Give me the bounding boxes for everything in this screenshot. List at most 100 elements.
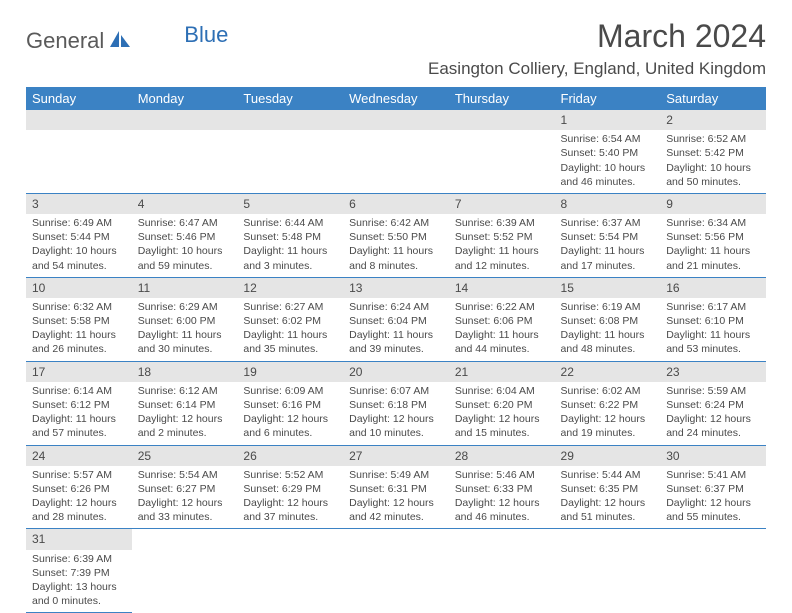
calendar-head: SundayMondayTuesdayWednesdayThursdayFrid… xyxy=(26,87,766,110)
day-number: 10 xyxy=(26,278,132,298)
calendar-cell: 22Sunrise: 6:02 AMSunset: 6:22 PMDayligh… xyxy=(555,361,661,445)
day-number-empty xyxy=(237,110,343,130)
calendar-cell xyxy=(132,529,238,613)
day-header: Monday xyxy=(132,87,238,110)
calendar-body: 1Sunrise: 6:54 AMSunset: 5:40 PMDaylight… xyxy=(26,110,766,613)
day-body: Sunrise: 6:19 AMSunset: 6:08 PMDaylight:… xyxy=(555,298,661,361)
calendar-cell xyxy=(237,529,343,613)
calendar-cell xyxy=(449,529,555,613)
calendar-cell: 3Sunrise: 6:49 AMSunset: 5:44 PMDaylight… xyxy=(26,193,132,277)
day-body: Sunrise: 6:47 AMSunset: 5:46 PMDaylight:… xyxy=(132,214,238,277)
calendar-cell: 30Sunrise: 5:41 AMSunset: 6:37 PMDayligh… xyxy=(660,445,766,529)
day-number: 7 xyxy=(449,194,555,214)
calendar-cell xyxy=(343,110,449,193)
location: Easington Colliery, England, United King… xyxy=(428,59,766,79)
calendar-cell: 24Sunrise: 5:57 AMSunset: 6:26 PMDayligh… xyxy=(26,445,132,529)
day-number: 3 xyxy=(26,194,132,214)
day-body: Sunrise: 6:39 AMSunset: 7:39 PMDaylight:… xyxy=(26,550,132,613)
calendar-cell: 4Sunrise: 6:47 AMSunset: 5:46 PMDaylight… xyxy=(132,193,238,277)
day-header-row: SundayMondayTuesdayWednesdayThursdayFrid… xyxy=(26,87,766,110)
day-number: 17 xyxy=(26,362,132,382)
day-body: Sunrise: 5:57 AMSunset: 6:26 PMDaylight:… xyxy=(26,466,132,529)
calendar-cell: 7Sunrise: 6:39 AMSunset: 5:52 PMDaylight… xyxy=(449,193,555,277)
day-number-empty xyxy=(449,110,555,130)
day-number: 15 xyxy=(555,278,661,298)
calendar-cell: 1Sunrise: 6:54 AMSunset: 5:40 PMDaylight… xyxy=(555,110,661,193)
day-body: Sunrise: 5:41 AMSunset: 6:37 PMDaylight:… xyxy=(660,466,766,529)
day-header: Saturday xyxy=(660,87,766,110)
calendar-cell: 14Sunrise: 6:22 AMSunset: 6:06 PMDayligh… xyxy=(449,277,555,361)
day-header: Tuesday xyxy=(237,87,343,110)
day-number: 19 xyxy=(237,362,343,382)
calendar-cell: 12Sunrise: 6:27 AMSunset: 6:02 PMDayligh… xyxy=(237,277,343,361)
day-number: 1 xyxy=(555,110,661,130)
day-number: 22 xyxy=(555,362,661,382)
calendar-week: 17Sunrise: 6:14 AMSunset: 6:12 PMDayligh… xyxy=(26,361,766,445)
calendar-cell: 2Sunrise: 6:52 AMSunset: 5:42 PMDaylight… xyxy=(660,110,766,193)
day-body: Sunrise: 6:14 AMSunset: 6:12 PMDaylight:… xyxy=(26,382,132,445)
day-number-empty xyxy=(343,110,449,130)
day-number: 14 xyxy=(449,278,555,298)
calendar-cell: 5Sunrise: 6:44 AMSunset: 5:48 PMDaylight… xyxy=(237,193,343,277)
day-body: Sunrise: 6:49 AMSunset: 5:44 PMDaylight:… xyxy=(26,214,132,277)
day-number: 9 xyxy=(660,194,766,214)
day-number: 28 xyxy=(449,446,555,466)
calendar-cell: 23Sunrise: 5:59 AMSunset: 6:24 PMDayligh… xyxy=(660,361,766,445)
header: General Blue March 2024 Easington Collie… xyxy=(26,18,766,79)
day-body: Sunrise: 5:52 AMSunset: 6:29 PMDaylight:… xyxy=(237,466,343,529)
calendar-week: 1Sunrise: 6:54 AMSunset: 5:40 PMDaylight… xyxy=(26,110,766,193)
logo-text-1: General xyxy=(26,28,104,54)
day-number: 20 xyxy=(343,362,449,382)
day-number: 27 xyxy=(343,446,449,466)
day-number: 23 xyxy=(660,362,766,382)
calendar-cell: 28Sunrise: 5:46 AMSunset: 6:33 PMDayligh… xyxy=(449,445,555,529)
calendar-cell xyxy=(660,529,766,613)
day-body: Sunrise: 6:17 AMSunset: 6:10 PMDaylight:… xyxy=(660,298,766,361)
day-number: 6 xyxy=(343,194,449,214)
day-number: 5 xyxy=(237,194,343,214)
calendar-cell: 6Sunrise: 6:42 AMSunset: 5:50 PMDaylight… xyxy=(343,193,449,277)
day-number: 4 xyxy=(132,194,238,214)
calendar-cell: 29Sunrise: 5:44 AMSunset: 6:35 PMDayligh… xyxy=(555,445,661,529)
day-header: Friday xyxy=(555,87,661,110)
day-number: 16 xyxy=(660,278,766,298)
day-number: 8 xyxy=(555,194,661,214)
day-number-empty xyxy=(26,110,132,130)
calendar-cell: 13Sunrise: 6:24 AMSunset: 6:04 PMDayligh… xyxy=(343,277,449,361)
day-body: Sunrise: 6:42 AMSunset: 5:50 PMDaylight:… xyxy=(343,214,449,277)
day-body: Sunrise: 6:44 AMSunset: 5:48 PMDaylight:… xyxy=(237,214,343,277)
calendar-cell xyxy=(449,110,555,193)
day-number: 24 xyxy=(26,446,132,466)
day-number: 26 xyxy=(237,446,343,466)
day-body: Sunrise: 5:54 AMSunset: 6:27 PMDaylight:… xyxy=(132,466,238,529)
month-title: March 2024 xyxy=(428,18,766,55)
calendar-cell: 10Sunrise: 6:32 AMSunset: 5:58 PMDayligh… xyxy=(26,277,132,361)
day-number: 12 xyxy=(237,278,343,298)
day-body: Sunrise: 6:29 AMSunset: 6:00 PMDaylight:… xyxy=(132,298,238,361)
day-header: Thursday xyxy=(449,87,555,110)
day-number: 21 xyxy=(449,362,555,382)
day-number: 2 xyxy=(660,110,766,130)
day-number: 13 xyxy=(343,278,449,298)
day-body: Sunrise: 6:04 AMSunset: 6:20 PMDaylight:… xyxy=(449,382,555,445)
calendar-cell: 20Sunrise: 6:07 AMSunset: 6:18 PMDayligh… xyxy=(343,361,449,445)
calendar-cell xyxy=(343,529,449,613)
calendar-cell xyxy=(26,110,132,193)
day-body: Sunrise: 5:59 AMSunset: 6:24 PMDaylight:… xyxy=(660,382,766,445)
calendar-cell: 15Sunrise: 6:19 AMSunset: 6:08 PMDayligh… xyxy=(555,277,661,361)
day-body: Sunrise: 6:52 AMSunset: 5:42 PMDaylight:… xyxy=(660,130,766,193)
day-body: Sunrise: 6:54 AMSunset: 5:40 PMDaylight:… xyxy=(555,130,661,193)
calendar-cell: 26Sunrise: 5:52 AMSunset: 6:29 PMDayligh… xyxy=(237,445,343,529)
calendar-cell: 19Sunrise: 6:09 AMSunset: 6:16 PMDayligh… xyxy=(237,361,343,445)
day-body: Sunrise: 5:44 AMSunset: 6:35 PMDaylight:… xyxy=(555,466,661,529)
day-body: Sunrise: 6:34 AMSunset: 5:56 PMDaylight:… xyxy=(660,214,766,277)
day-body: Sunrise: 6:37 AMSunset: 5:54 PMDaylight:… xyxy=(555,214,661,277)
day-body: Sunrise: 5:46 AMSunset: 6:33 PMDaylight:… xyxy=(449,466,555,529)
calendar-cell: 25Sunrise: 5:54 AMSunset: 6:27 PMDayligh… xyxy=(132,445,238,529)
day-number: 30 xyxy=(660,446,766,466)
day-body: Sunrise: 6:12 AMSunset: 6:14 PMDaylight:… xyxy=(132,382,238,445)
day-header: Wednesday xyxy=(343,87,449,110)
logo: General Blue xyxy=(26,28,228,54)
day-body: Sunrise: 6:09 AMSunset: 6:16 PMDaylight:… xyxy=(237,382,343,445)
day-number: 29 xyxy=(555,446,661,466)
